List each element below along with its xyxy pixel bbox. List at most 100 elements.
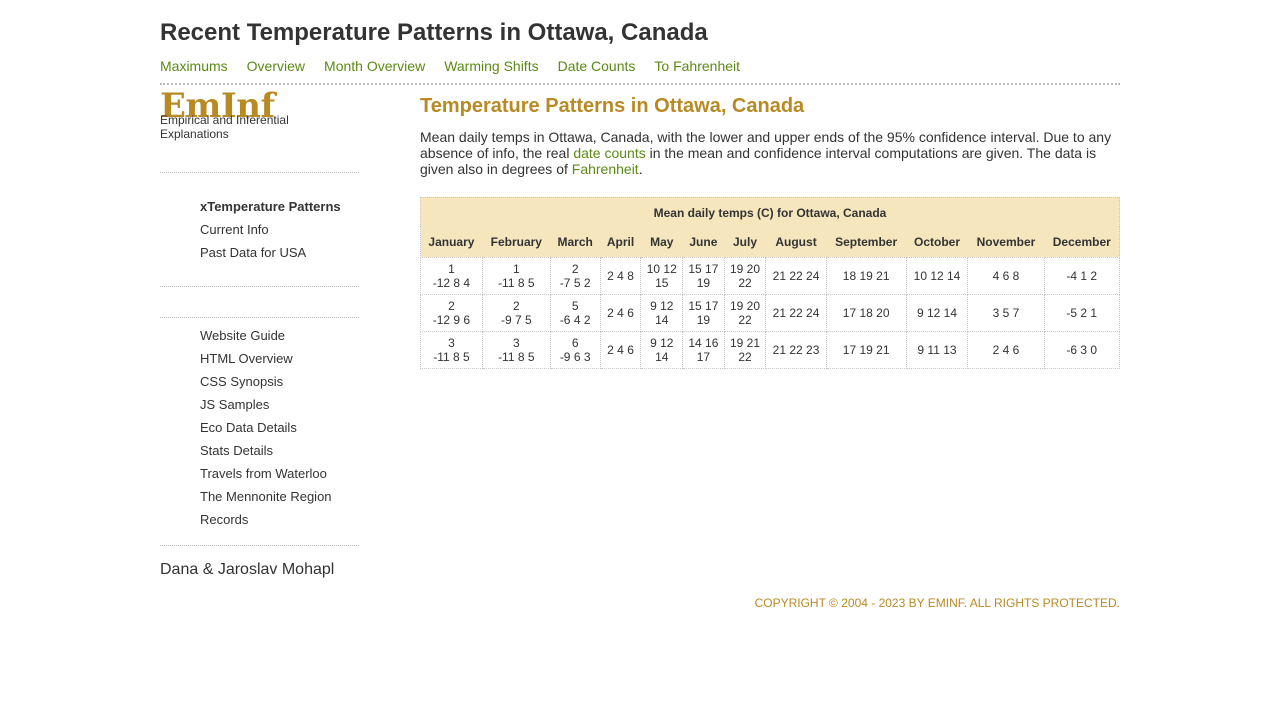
sidebar-link[interactable]: Travels from Waterloo	[200, 466, 327, 481]
page-wrapper: Recent Temperature Patterns in Ottawa, C…	[160, 0, 1121, 720]
table-cell: 9 11 13	[905, 330, 969, 369]
column-header: December	[1043, 227, 1121, 258]
date-counts-link[interactable]: date counts	[573, 145, 646, 161]
table-cell: 2 4 8	[599, 256, 642, 295]
site-logo[interactable]: EmInf	[160, 86, 275, 126]
sidebar-divider	[160, 172, 359, 173]
column-header: March	[549, 227, 601, 258]
table-cell: 14 16 17	[682, 330, 725, 369]
sidebar-item-css-synopsis[interactable]: CSS Synopsis	[200, 370, 332, 393]
column-header: November	[967, 227, 1045, 258]
content-description: Mean daily temps in Ottawa, Canada, with…	[420, 129, 1120, 177]
sidebar-item-current-info[interactable]: Current Info	[200, 218, 341, 241]
content-heading: Temperature Patterns in Ottawa, Canada	[420, 95, 805, 117]
sidebar-item-js-samples[interactable]: JS Samples	[200, 393, 332, 416]
table-cell: 21 22 24	[765, 293, 827, 332]
sidebar-item-past-data-usa[interactable]: Past Data for USA	[200, 241, 341, 264]
sidebar-link[interactable]: JS Samples	[200, 397, 270, 412]
sidebar-menu-secondary: Website Guide HTML Overview CSS Synopsis…	[200, 324, 332, 531]
table-cell: 10 12 15	[640, 256, 684, 295]
sidebar-menu-primary: xTemperature Patterns Current Info Past …	[200, 195, 341, 264]
table-cell: 1 -12 8 4	[420, 256, 483, 295]
table-cell: 21 22 24	[765, 256, 827, 295]
sidebar-link[interactable]: Website Guide	[200, 328, 286, 343]
authors-name: Dana & Jaroslav Mohapl	[160, 561, 335, 578]
sidebar-item-mennonite-region[interactable]: The Mennonite Region	[200, 485, 332, 508]
column-header: May	[640, 227, 684, 258]
column-header: January	[420, 227, 483, 258]
column-header: April	[599, 227, 642, 258]
sidebar-link[interactable]: Past Data for USA	[200, 245, 307, 260]
column-header: September	[825, 227, 907, 258]
table-cell: 17 18 20	[825, 293, 907, 332]
table-cell: 2 -7 5 2	[549, 256, 601, 295]
table-caption: Mean daily temps (C) for Ottawa, Canada	[420, 197, 1120, 227]
table-cell: 3 -11 8 5	[420, 330, 483, 369]
nav-link-maximums[interactable]: Maximums	[160, 58, 228, 74]
table-cell: 21 22 23	[765, 330, 827, 369]
column-header: June	[682, 227, 725, 258]
sidebar-item-eco-data-details[interactable]: Eco Data Details	[200, 416, 332, 439]
nav-link-date-counts[interactable]: Date Counts	[557, 58, 636, 74]
nav-link-overview[interactable]: Overview	[246, 58, 306, 74]
table-cell: 19 20 22	[723, 256, 767, 295]
sidebar-item-travels-from-waterloo[interactable]: Travels from Waterloo	[200, 462, 332, 485]
table-cell: 15 17 19	[682, 256, 725, 295]
table-cell: 9 12 14	[640, 293, 684, 332]
nav-link-warming-shifts[interactable]: Warming Shifts	[444, 58, 539, 74]
table-cell: 9 12 14	[640, 330, 684, 369]
sidebar-link[interactable]: HTML Overview	[200, 351, 293, 366]
table-cell: 15 17 19	[682, 293, 725, 332]
table-cell: 3 -11 8 5	[481, 330, 551, 369]
column-header: October	[905, 227, 969, 258]
sidebar-link[interactable]: Records	[200, 512, 249, 527]
table-cell: 6 -9 6 3	[549, 330, 601, 369]
sidebar-link[interactable]: xTemperature Patterns	[200, 199, 341, 214]
sidebar-divider	[160, 545, 359, 546]
table-cell: 19 20 22	[723, 293, 767, 332]
sidebar-item-html-overview[interactable]: HTML Overview	[200, 347, 332, 370]
nav-link-month-overview[interactable]: Month Overview	[324, 58, 426, 74]
header-divider	[160, 83, 1120, 85]
table-cell: 2 4 6	[599, 293, 642, 332]
sidebar-item-stats-details[interactable]: Stats Details	[200, 439, 332, 462]
desc-text: Mean daily temps in Ottawa, Canada, with…	[420, 129, 1112, 161]
column-header: August	[765, 227, 827, 258]
table-cell: 1 -11 8 5	[481, 256, 551, 295]
table-cell: 2 4 6	[599, 330, 642, 369]
sidebar-item-records[interactable]: Records	[200, 508, 332, 531]
top-nav: Maximums Overview Month Overview Warming…	[160, 58, 740, 74]
table-cell: 9 12 14	[905, 293, 969, 332]
temperature-table: Mean daily temps (C) for Ottawa, Canada …	[420, 197, 1121, 369]
sidebar-link[interactable]: Stats Details	[200, 443, 273, 458]
sidebar-link[interactable]: Eco Data Details	[200, 420, 297, 435]
fahrenheit-link[interactable]: Fahrenheit	[571, 161, 639, 177]
sidebar-link[interactable]: The Mennonite Region	[200, 489, 332, 504]
page-title: Recent Temperature Patterns in Ottawa, C…	[160, 19, 708, 46]
sidebar-item-website-guide[interactable]: Website Guide	[200, 324, 332, 347]
table-cell: 18 19 21	[825, 256, 907, 295]
table-cell: 3 5 7	[967, 293, 1045, 332]
copyright-notice: COPYRIGHT © 2004 - 2023 BY EMINF. ALL RI…	[754, 596, 1120, 610]
sidebar-link[interactable]: CSS Synopsis	[200, 374, 284, 389]
sidebar-link[interactable]: Current Info	[200, 222, 269, 237]
table-cell: -6 3 0	[1043, 330, 1121, 369]
nav-link-to-fahrenheit[interactable]: To Fahrenheit	[654, 58, 741, 74]
table-cell: -5 2 1	[1043, 293, 1121, 332]
table-cell: 2 -9 7 5	[481, 293, 551, 332]
desc-text: in the mean and confidence interval comp…	[420, 145, 1097, 177]
table-cell: 10 12 14	[905, 256, 969, 295]
table-header-row: January February March April May June July Augu…	[420, 227, 1121, 258]
desc-text: .	[638, 161, 643, 177]
table-cell: 2 4 6	[967, 330, 1045, 369]
sidebar-item-temperature-patterns[interactable]: xTemperature Patterns	[200, 195, 341, 218]
table-cell: 5 -6 4 2	[549, 293, 601, 332]
table-cell: 17 19 21	[825, 330, 907, 369]
table-cell: 4 6 8	[967, 256, 1045, 295]
column-header: February	[481, 227, 551, 258]
site-tagline: Empirical and Inferential Explanations	[160, 113, 289, 141]
